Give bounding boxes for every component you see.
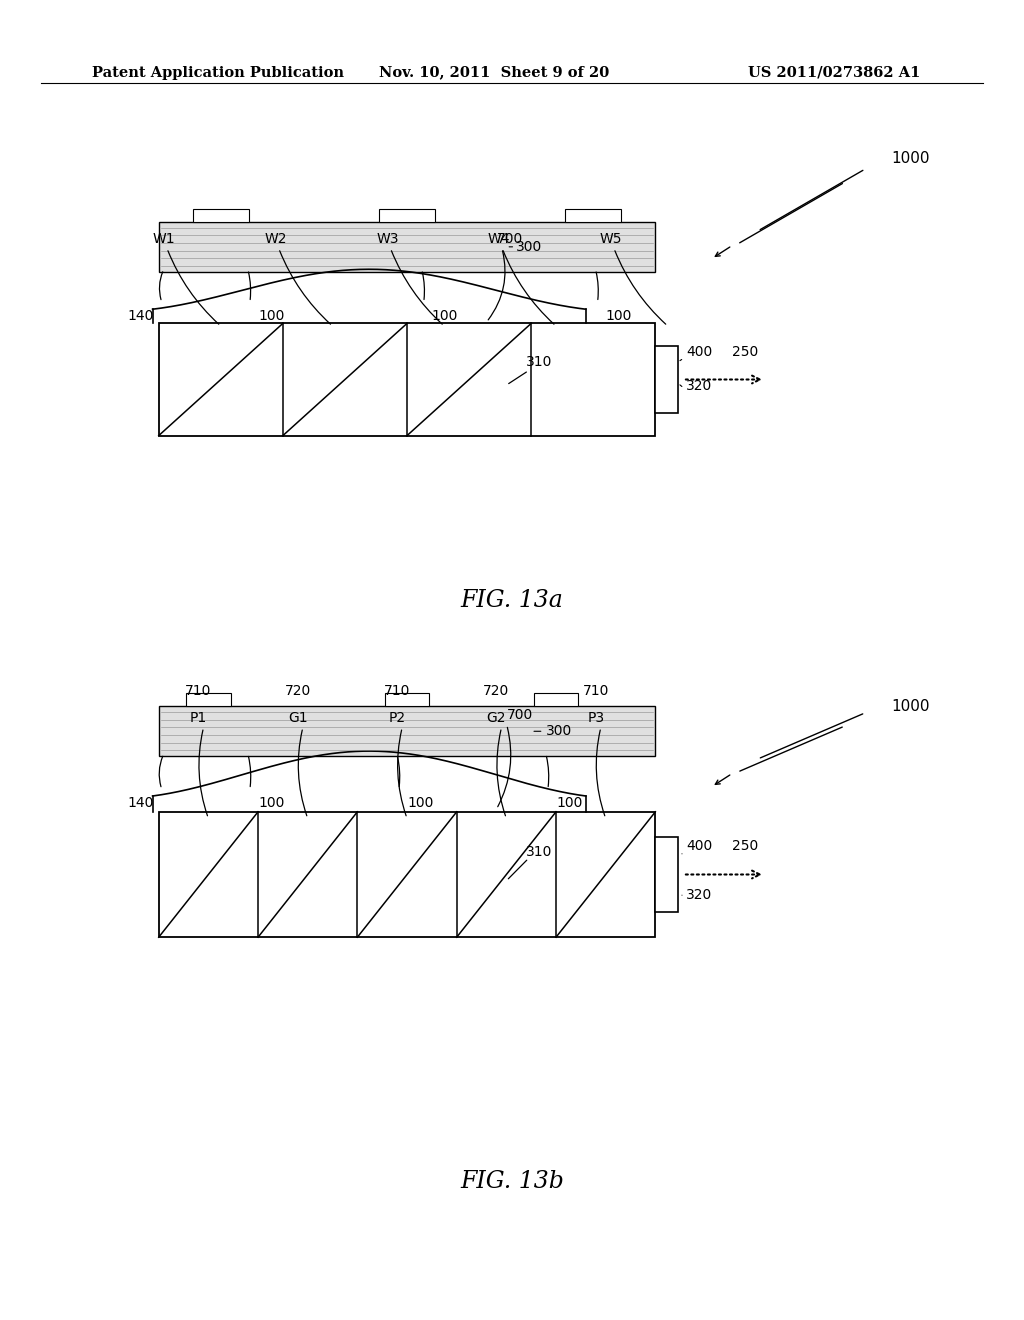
Text: Patent Application Publication: Patent Application Publication	[92, 66, 344, 79]
Text: G1: G1	[288, 710, 307, 725]
Bar	[655, 346, 678, 413]
Text: 400: 400	[686, 345, 713, 359]
Text: P1: P1	[189, 710, 207, 725]
Text: W1: W1	[153, 231, 175, 246]
Bar	[385, 693, 429, 706]
Bar	[379, 209, 435, 222]
Text: 720: 720	[285, 684, 311, 698]
Bar	[159, 323, 655, 436]
Text: 310: 310	[526, 845, 553, 859]
Text: 400: 400	[686, 840, 713, 854]
Text: 100: 100	[258, 309, 285, 323]
Text: 100: 100	[432, 309, 459, 323]
Bar	[534, 693, 579, 706]
Text: 310: 310	[526, 355, 553, 370]
Bar	[193, 209, 249, 222]
Text: 300: 300	[546, 725, 572, 738]
Bar	[655, 837, 678, 912]
Text: FIG. 13a: FIG. 13a	[461, 589, 563, 612]
Text: 710: 710	[583, 684, 609, 698]
Bar	[186, 693, 230, 706]
Text: 100: 100	[606, 309, 632, 323]
Text: 100: 100	[407, 796, 433, 810]
Text: 250: 250	[732, 345, 759, 359]
Text: 320: 320	[686, 887, 713, 902]
Text: 250: 250	[732, 840, 759, 854]
Text: 140: 140	[127, 309, 154, 323]
Bar	[159, 706, 655, 756]
Text: 1000: 1000	[891, 698, 930, 714]
Text: 1000: 1000	[891, 150, 930, 166]
Text: W4: W4	[487, 231, 510, 246]
Text: P3: P3	[587, 710, 604, 725]
Text: 300: 300	[516, 240, 543, 253]
Bar	[159, 222, 655, 272]
Text: 710: 710	[185, 684, 212, 698]
Text: G2: G2	[486, 710, 506, 725]
Text: Nov. 10, 2011  Sheet 9 of 20: Nov. 10, 2011 Sheet 9 of 20	[379, 66, 609, 79]
Text: 720: 720	[483, 684, 510, 698]
Text: 100: 100	[258, 796, 285, 810]
Text: P2: P2	[388, 710, 406, 725]
Text: W2: W2	[264, 231, 287, 246]
Text: 700: 700	[497, 231, 523, 246]
Text: 140: 140	[127, 796, 154, 810]
Text: 320: 320	[686, 379, 713, 392]
Text: W5: W5	[600, 231, 622, 246]
Text: 700: 700	[507, 708, 532, 722]
Text: W3: W3	[376, 231, 398, 246]
Bar	[565, 209, 622, 222]
Text: US 2011/0273862 A1: US 2011/0273862 A1	[748, 66, 920, 79]
Bar	[159, 812, 655, 937]
Text: 100: 100	[556, 796, 583, 810]
Text: FIG. 13b: FIG. 13b	[460, 1170, 564, 1193]
Text: 710: 710	[384, 684, 411, 698]
